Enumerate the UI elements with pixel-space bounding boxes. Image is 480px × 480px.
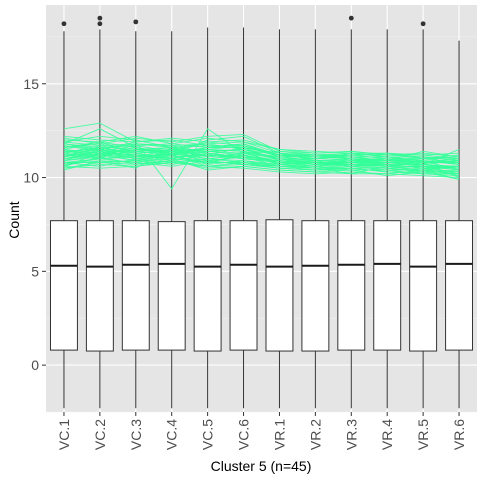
outlier-point: [97, 21, 103, 27]
x-tick-label: VR.5: [415, 419, 431, 450]
box: [301, 220, 330, 352]
profile-line: [63, 141, 460, 160]
profile-line: [63, 135, 460, 156]
profile-line: [63, 162, 460, 179]
x-axis: VC.1 VC.2 VC.3 VC.4 VC.5 VC.6 VR.1 VR.2 VR.3 VR.4…: [56, 412, 467, 450]
y-axis-title: Count: [6, 201, 22, 239]
box: [85, 220, 114, 352]
profile-line: [63, 133, 460, 158]
y-axis: 0 5 10 15: [23, 76, 46, 373]
box: [193, 220, 222, 352]
y-tick-label: 0: [31, 357, 39, 373]
box: [445, 220, 474, 351]
x-tick-label: VR.6: [451, 419, 467, 450]
x-tick-label: VR.2: [307, 419, 323, 450]
x-tick-label: VR.4: [379, 419, 395, 450]
x-tick-label: VR.3: [343, 419, 359, 450]
x-tick-label: VC.3: [128, 419, 144, 450]
x-tick-label: VC.2: [92, 419, 108, 450]
outlier-point: [61, 21, 67, 27]
profile-line: [63, 152, 460, 169]
x-tick-label: VR.1: [271, 419, 287, 450]
profile-line: [63, 156, 459, 175]
outlier-point: [97, 15, 103, 21]
profile-line: [63, 143, 460, 162]
profile-line: [63, 160, 460, 180]
box: [337, 220, 366, 351]
minor-gridlines: [46, 36, 477, 413]
plot-panel: [46, 5, 477, 412]
profile-line: [64, 158, 460, 173]
profile-line: [63, 147, 460, 165]
y-tick-label: 10: [23, 170, 39, 186]
box: [49, 220, 78, 351]
box: [157, 221, 186, 351]
box: [409, 220, 438, 352]
profile-line: [63, 141, 460, 163]
x-tick-label: VC.1: [56, 419, 72, 450]
outlier-point: [420, 21, 426, 27]
box: [121, 220, 150, 351]
boxes: [49, 219, 474, 352]
outlier-point: [348, 15, 354, 21]
profile-line: [63, 148, 460, 165]
profile-lines: [63, 122, 460, 190]
whiskers: [63, 27, 460, 409]
x-tick-label: VC.4: [164, 419, 180, 450]
box: [265, 219, 294, 352]
y-tick-label: 5: [31, 263, 39, 279]
outlier-points: [61, 15, 426, 27]
y-tick-label: 15: [23, 76, 39, 92]
x-axis-title: Cluster 5 (n=45): [210, 458, 312, 474]
x-tick-label: VC.6: [236, 419, 252, 450]
x-tick-label: VC.5: [200, 419, 216, 450]
profile-line: [63, 150, 459, 167]
outlier-point: [133, 19, 139, 25]
box: [229, 220, 258, 351]
box: [373, 220, 402, 351]
